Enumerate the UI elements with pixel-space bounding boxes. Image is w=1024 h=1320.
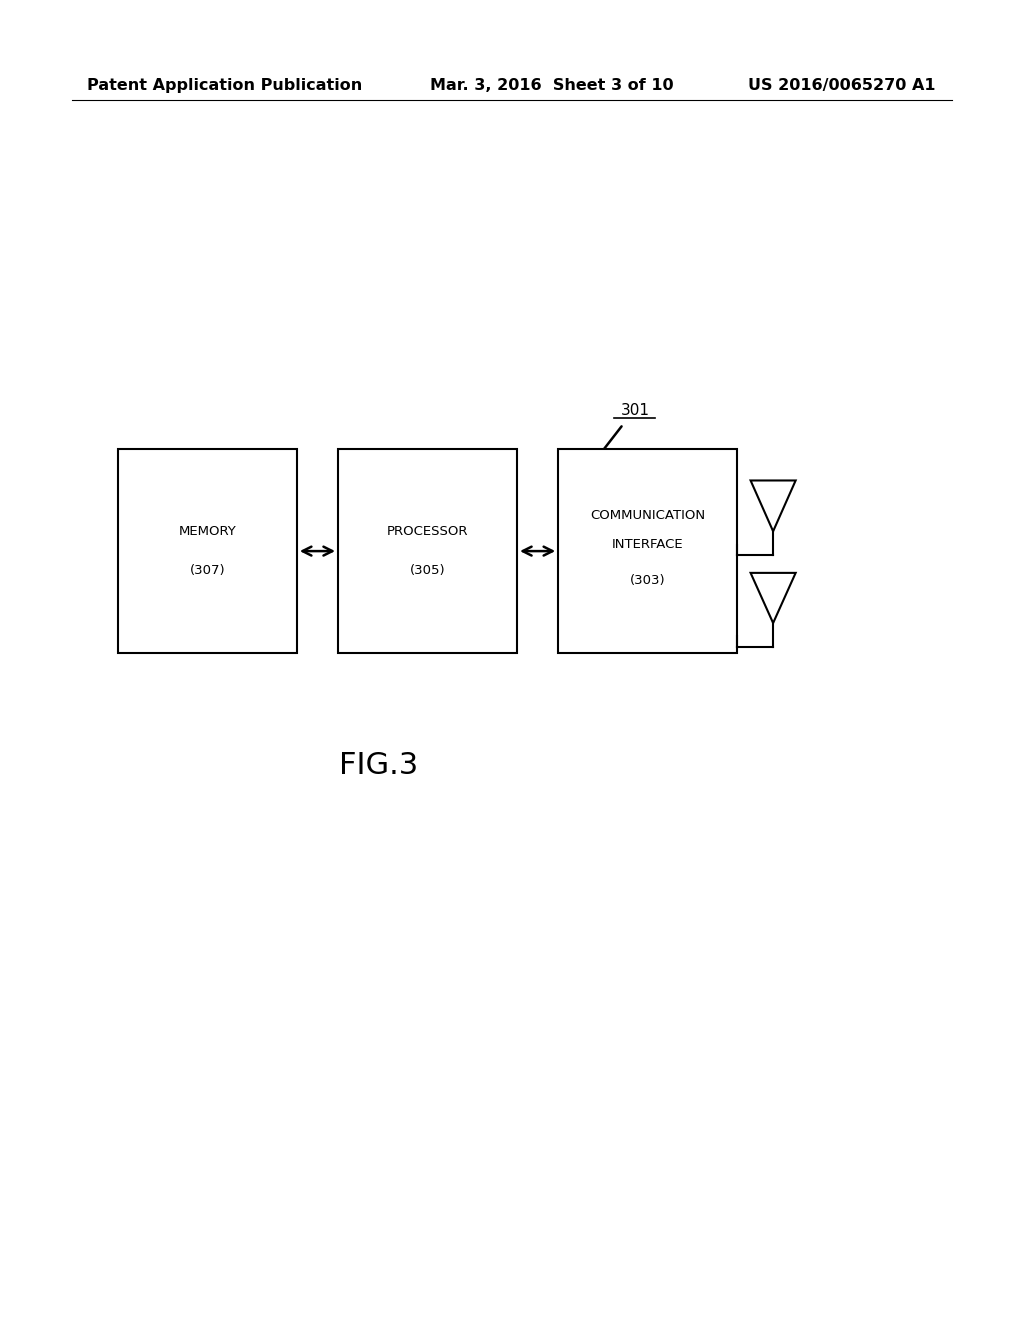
Text: Patent Application Publication: Patent Application Publication: [87, 78, 362, 94]
Text: (305): (305): [410, 565, 445, 577]
Text: (307): (307): [189, 565, 225, 577]
Text: COMMUNICATION: COMMUNICATION: [590, 510, 706, 521]
Text: MEMORY: MEMORY: [178, 525, 237, 537]
Bar: [118, 449, 297, 653]
Text: FIG.3: FIG.3: [339, 751, 419, 780]
Text: 301: 301: [621, 404, 649, 418]
Text: PROCESSOR: PROCESSOR: [387, 525, 468, 537]
Text: Mar. 3, 2016  Sheet 3 of 10: Mar. 3, 2016 Sheet 3 of 10: [430, 78, 674, 94]
Text: US 2016/0065270 A1: US 2016/0065270 A1: [748, 78, 935, 94]
Text: (303): (303): [630, 574, 666, 586]
Bar: [558, 449, 737, 653]
Text: INTERFACE: INTERFACE: [612, 539, 683, 550]
Bar: [338, 449, 517, 653]
